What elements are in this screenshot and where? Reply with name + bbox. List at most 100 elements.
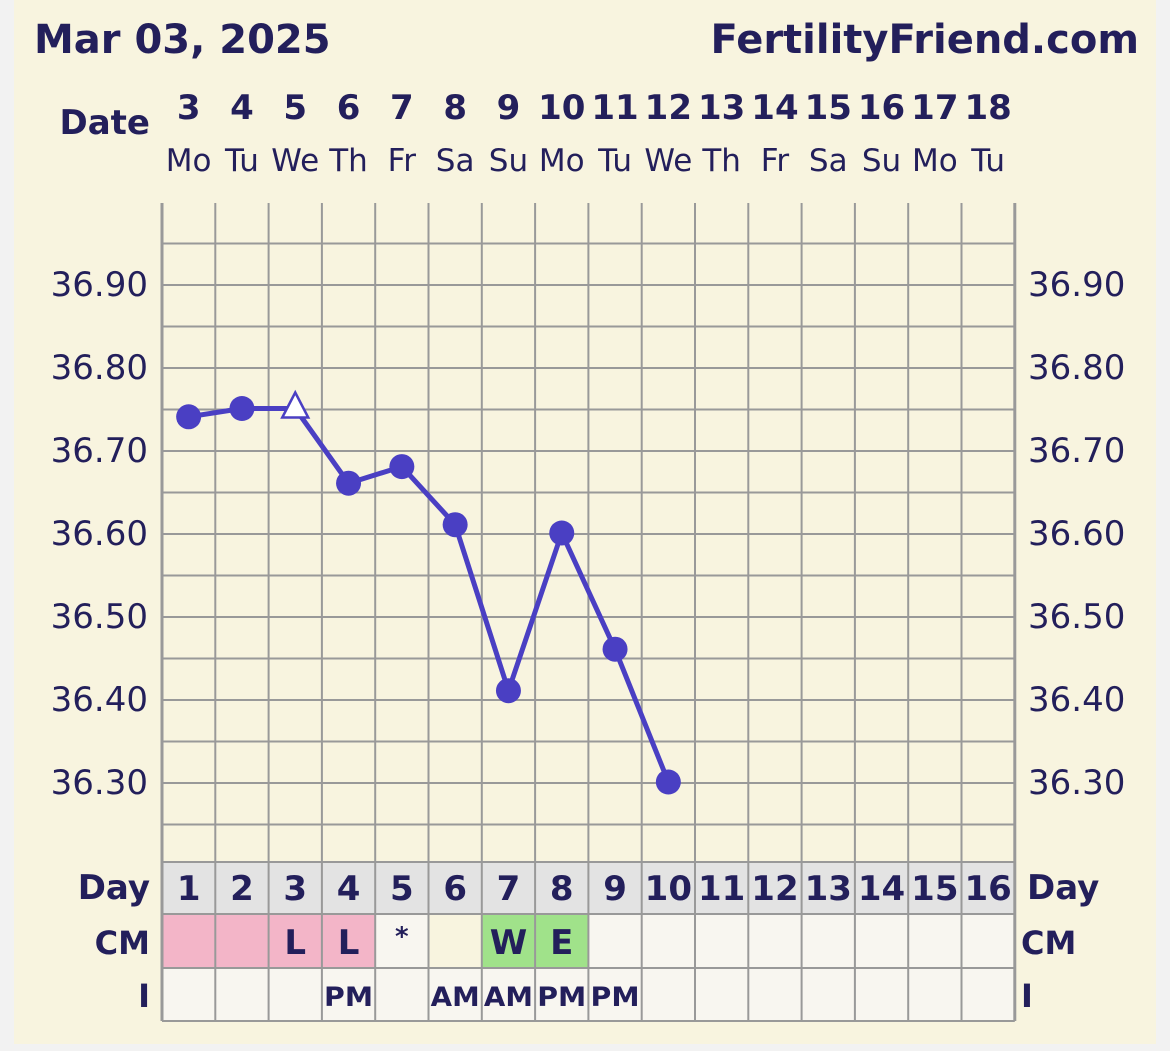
- date-label: 7: [390, 88, 414, 128]
- y-tick-label-right: 36.50: [1028, 597, 1125, 637]
- intercourse-cell-label: AM: [484, 982, 533, 1013]
- intercourse-cell-label: PM: [537, 982, 586, 1013]
- cycle-day-label: 8: [550, 869, 574, 909]
- date-label: 11: [591, 88, 638, 128]
- date-label: 12: [645, 88, 692, 128]
- chart-date-title: Mar 03, 2025: [34, 17, 331, 63]
- cm-cell: [641, 914, 695, 968]
- intercourse-cell: [162, 968, 216, 1021]
- intercourse-cell-label: AM: [431, 982, 480, 1013]
- cm-cell: [428, 914, 482, 968]
- y-tick-label-left: 36.40: [51, 680, 148, 720]
- intercourse-cell: [801, 968, 855, 1021]
- y-axis-right-labels: 36.90 36.80 36.70 36.60 36.50 36.40 36.30: [1028, 265, 1125, 803]
- cm-cell: [801, 914, 855, 968]
- weekday-label: Tu: [597, 143, 632, 179]
- intercourse-cell: [748, 968, 802, 1021]
- cycle-day-label: 10: [645, 869, 692, 909]
- intercourse-cell-label: PM: [324, 982, 373, 1013]
- temperature-point: [336, 470, 362, 496]
- cm-cell: [215, 914, 269, 968]
- intercourse-cell: [588, 968, 642, 1021]
- cm-cell: [481, 914, 536, 968]
- cm-cell: [268, 914, 322, 968]
- cycle-day-label: 16: [964, 869, 1011, 909]
- intercourse-cell: [215, 968, 269, 1021]
- date-label: 4: [230, 88, 254, 128]
- cm-cell: [695, 914, 749, 968]
- weekday-label: Su: [489, 143, 528, 179]
- temperature-line: [188, 406, 671, 783]
- day-row-label-right: Day: [1027, 868, 1099, 908]
- y-tick-label-right: 36.60: [1028, 514, 1125, 554]
- weekday-label: We: [644, 143, 692, 179]
- cycle-day-label: 13: [805, 869, 852, 909]
- cm-cell: [375, 914, 429, 968]
- intercourse-cell: [854, 968, 909, 1021]
- y-tick-label-left: 36.30: [51, 763, 148, 803]
- temperature-point: [442, 512, 468, 538]
- intercourse-cell: [695, 968, 749, 1021]
- weekday-label: Mo: [166, 143, 212, 179]
- cm-cell: [162, 914, 216, 968]
- intercourse-cell: [908, 968, 962, 1021]
- cycle-day-label: 15: [911, 869, 958, 909]
- cm-cell: [854, 914, 909, 968]
- temperature-point: [389, 454, 415, 480]
- date-label: 9: [497, 88, 521, 128]
- weekday-label: We: [271, 143, 319, 179]
- cm-cell: [535, 914, 589, 968]
- cm-cell-label: *: [395, 922, 409, 952]
- intercourse-cell: [428, 968, 482, 1021]
- weekday-label: Fr: [761, 143, 790, 179]
- temperature-point: [229, 396, 255, 421]
- date-row-label: Date: [60, 103, 150, 143]
- date-label: 15: [805, 88, 852, 128]
- cm-cell: [748, 914, 802, 968]
- temperature-point: [495, 678, 521, 704]
- cycle-day-label: 14: [858, 869, 905, 909]
- date-label: 10: [538, 88, 585, 128]
- weekday-label: Tu: [224, 143, 259, 179]
- weekday-label: Su: [862, 143, 901, 179]
- cycle-day-label: 1: [177, 869, 201, 909]
- cycle-day-label: 6: [443, 869, 467, 909]
- date-label: 14: [751, 88, 798, 128]
- cycle-day-label: 5: [390, 869, 414, 909]
- cm-cell-label: L: [284, 923, 306, 963]
- weekday-label: Mo: [912, 143, 958, 179]
- y-axis-left-labels: 36.90 36.80 36.70 36.60 36.50 36.40 36.30: [51, 265, 148, 803]
- date-label: 16: [858, 88, 905, 128]
- cm-row-label-left: CM: [95, 924, 150, 962]
- temperature-point: [176, 404, 202, 430]
- weekday-label: Mo: [539, 143, 585, 179]
- y-tick-label-right: 36.40: [1028, 680, 1125, 720]
- intercourse-cell: [961, 968, 1015, 1021]
- y-tick-label-left: 36.50: [51, 597, 148, 637]
- temperature-series: [176, 389, 681, 795]
- cm-cell: [588, 914, 642, 968]
- weekday-label: Th: [328, 143, 368, 179]
- site-name: FertilityFriend.com: [710, 17, 1139, 63]
- temperature-point: [602, 636, 628, 662]
- intercourse-cell: [535, 968, 589, 1021]
- date-label: 6: [337, 88, 361, 128]
- date-label: 5: [283, 88, 307, 128]
- weekday-label: Fr: [388, 143, 417, 179]
- y-tick-label-left: 36.70: [51, 431, 148, 471]
- temperature-point: [655, 769, 681, 795]
- date-label: 13: [698, 88, 745, 128]
- cycle-day-label: 4: [337, 869, 361, 909]
- date-label: 8: [443, 88, 467, 128]
- temperature-point-open-triangle: [280, 389, 311, 419]
- intercourse-cell: [268, 968, 322, 1021]
- intercourse-cell-label: PM: [591, 982, 640, 1013]
- cm-cell: [908, 914, 962, 968]
- weekday-label: Sa: [436, 143, 475, 179]
- date-label: 18: [964, 88, 1011, 128]
- intercourse-row-label-left: I: [138, 977, 150, 1015]
- intercourse-row-label-right: I: [1021, 977, 1033, 1015]
- y-tick-label-left: 36.90: [51, 265, 148, 305]
- intercourse-cell: [481, 968, 536, 1021]
- weekday-label: Sa: [809, 143, 848, 179]
